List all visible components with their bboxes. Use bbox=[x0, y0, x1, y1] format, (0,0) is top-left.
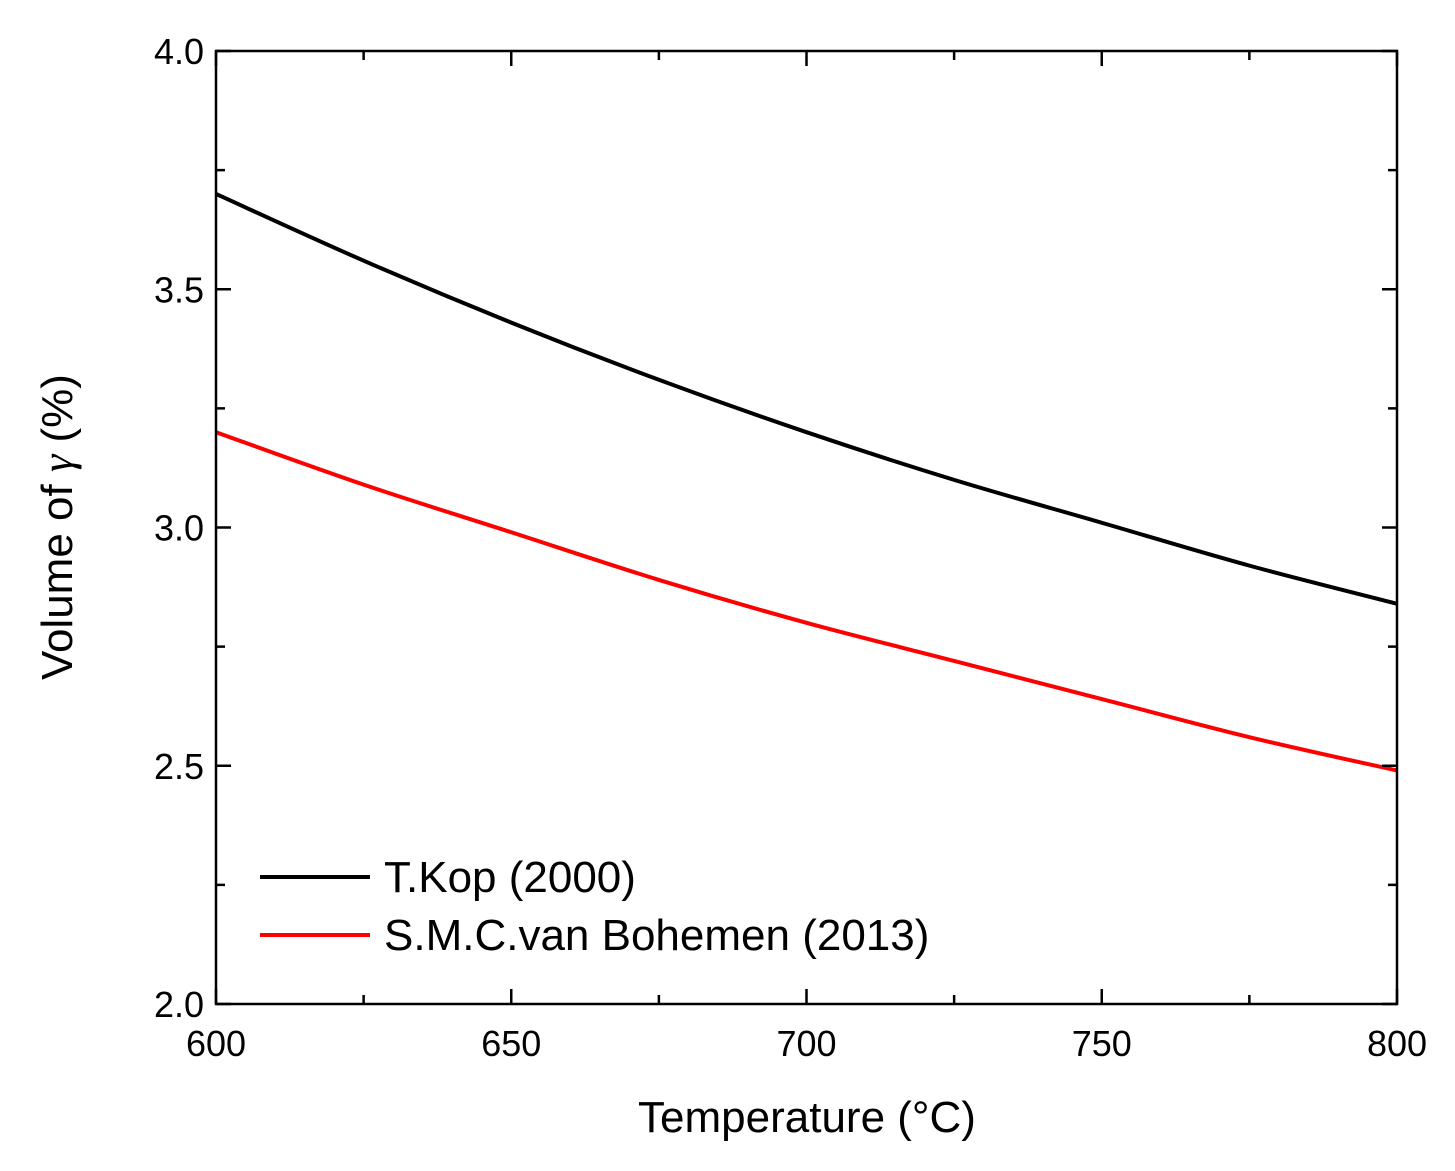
y-tick-label: 2.5 bbox=[154, 746, 204, 787]
x-tick-label: 750 bbox=[1072, 1023, 1132, 1064]
y-axis-title-suffix: (%) bbox=[33, 374, 82, 455]
y-tick-label: 4.0 bbox=[154, 31, 204, 72]
tick-layer bbox=[214, 49, 1399, 1006]
series-line-1 bbox=[215, 192, 1398, 606]
x-tick-label: 800 bbox=[1367, 1023, 1427, 1064]
tick-label-layer: 600 650 700 750 800 2.0 2.5 3.0 3.5 4.0 bbox=[154, 31, 1427, 1064]
y-tick-label: 3.5 bbox=[154, 269, 204, 310]
y-axis-title-prefix: Volume of bbox=[33, 472, 82, 680]
legend: T.Kop (2000) S.M.C.van Bohemen (2013) bbox=[260, 853, 929, 960]
y-tick-label: 2.0 bbox=[154, 984, 204, 1025]
x-tick-label: 700 bbox=[776, 1023, 836, 1064]
series-line-2 bbox=[215, 430, 1398, 773]
y-tick-label: 3.0 bbox=[154, 508, 204, 549]
legend-label-1: T.Kop (2000) bbox=[384, 853, 636, 902]
legend-label-2: S.M.C.van Bohemen (2013) bbox=[384, 911, 929, 960]
y-axis-title: Volume of γ (%) bbox=[33, 374, 82, 680]
series-layer bbox=[215, 192, 1398, 773]
x-tick-label: 600 bbox=[186, 1023, 246, 1064]
x-axis-title: Temperature (°C) bbox=[638, 1093, 976, 1142]
gamma-symbol: γ bbox=[33, 453, 82, 472]
x-tick-label: 650 bbox=[481, 1023, 541, 1064]
